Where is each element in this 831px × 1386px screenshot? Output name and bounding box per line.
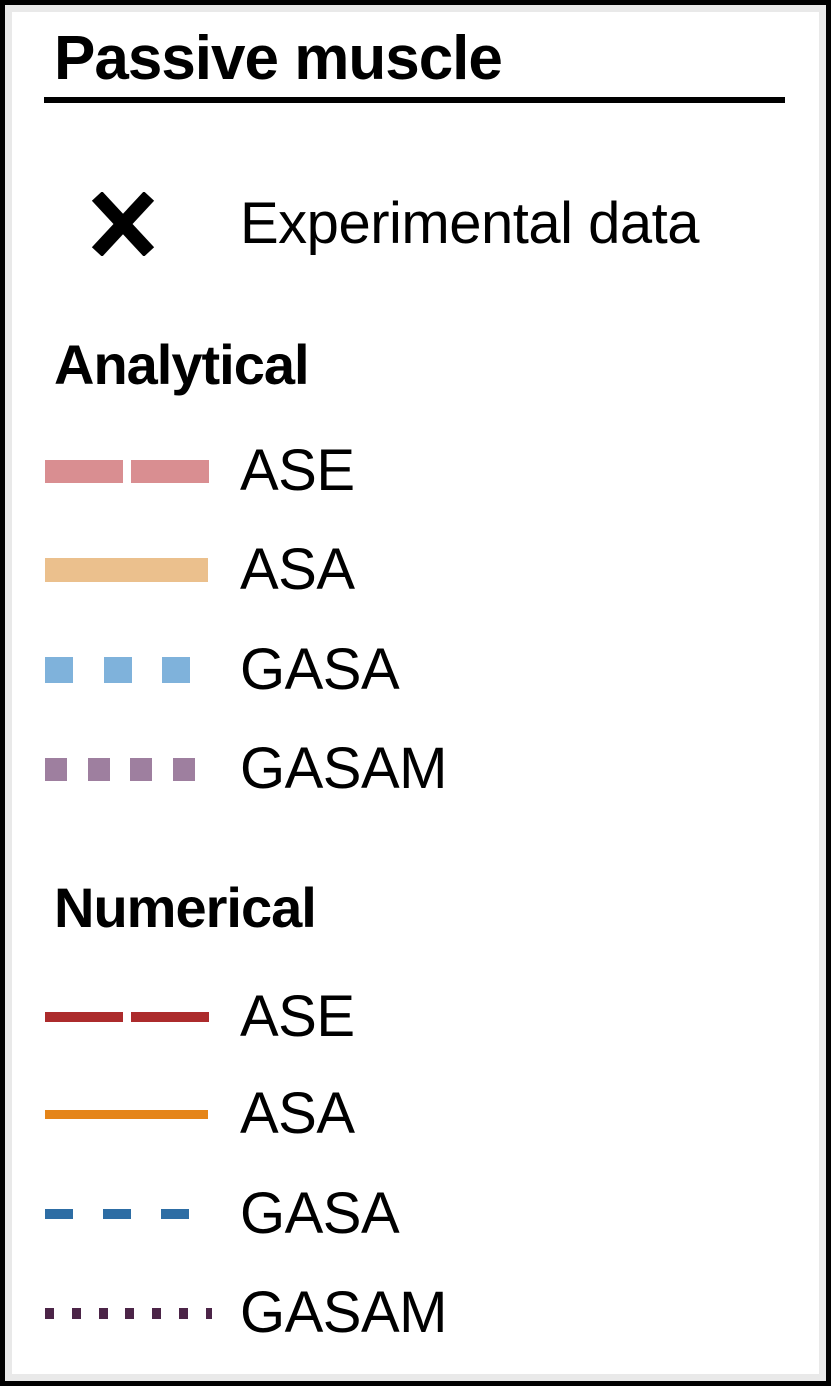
legend-entry-label: Experimental data — [240, 191, 699, 256]
legend-entry-label: GASAM — [240, 1280, 448, 1345]
dot-segment — [162, 657, 190, 683]
dot-segment — [130, 757, 153, 781]
dash-segment — [161, 1209, 189, 1219]
legend-entry-experimental: Experimental data — [45, 184, 699, 264]
dot-segment — [172, 757, 195, 781]
legend-title-underline — [44, 97, 785, 103]
legend-entry-numerical-asa: ASA — [45, 1074, 355, 1154]
line-sample-thick-dense-square-dotted — [45, 757, 215, 781]
line-sample-thin-solid — [45, 1109, 215, 1119]
legend-entry-numerical-gasa: GASA — [45, 1174, 400, 1254]
line-sample-thick-dashed — [45, 459, 215, 483]
dash-segment — [45, 1012, 123, 1022]
section-heading-numerical: Numerical — [54, 876, 317, 939]
legend-title: Passive muscle — [54, 24, 503, 93]
legend-entry-label: GASA — [240, 637, 400, 702]
dash-segment — [45, 459, 123, 483]
legend-entry-analytical-asa: ASA — [45, 530, 355, 610]
dash-segment — [131, 1012, 209, 1022]
dot-segment — [45, 1307, 54, 1319]
dot-segment — [103, 657, 132, 683]
line-sample-thick-solid — [45, 558, 215, 582]
dot-segment — [45, 757, 67, 781]
dot-segment — [87, 757, 110, 781]
x-marker-icon — [91, 192, 155, 256]
legend-entry-numerical-gasam: GASAM — [45, 1273, 448, 1353]
dot-segment — [125, 1307, 135, 1319]
legend-entry-analytical-gasam: GASAM — [45, 729, 448, 809]
legend-entry-label: ASE — [240, 984, 355, 1049]
solid-segment — [45, 558, 208, 582]
legend-entry-analytical-gasa: GASA — [45, 630, 400, 710]
legend-entry-label: GASAM — [240, 736, 448, 801]
dot-segment — [152, 1307, 162, 1319]
dot-segment — [98, 1307, 108, 1319]
experimental-marker-swatch — [45, 192, 215, 256]
dot-segment — [45, 657, 73, 683]
legend-entry-analytical-ase: ASE — [45, 431, 355, 511]
legend-entry-label: GASA — [240, 1181, 400, 1246]
dot-segment — [71, 1307, 81, 1319]
dot-segment — [205, 1307, 212, 1319]
line-sample-thick-square-dotted — [45, 657, 215, 683]
legend-entry-numerical-ase: ASE — [45, 977, 355, 1057]
legend-entry-label: ASA — [240, 537, 355, 602]
dash-segment — [131, 459, 209, 483]
legend-entry-label: ASA — [240, 1081, 355, 1146]
dash-segment — [45, 1209, 73, 1219]
line-sample-thin-dashed — [45, 1012, 215, 1022]
line-sample-thin-dotted — [45, 1307, 215, 1319]
line-sample-thin-medium-dashed — [45, 1209, 215, 1219]
section-heading-analytical: Analytical — [54, 333, 310, 396]
legend-entry-label: ASE — [240, 438, 355, 503]
dot-segment — [179, 1307, 189, 1319]
dash-segment — [103, 1209, 131, 1219]
solid-segment — [45, 1109, 208, 1119]
